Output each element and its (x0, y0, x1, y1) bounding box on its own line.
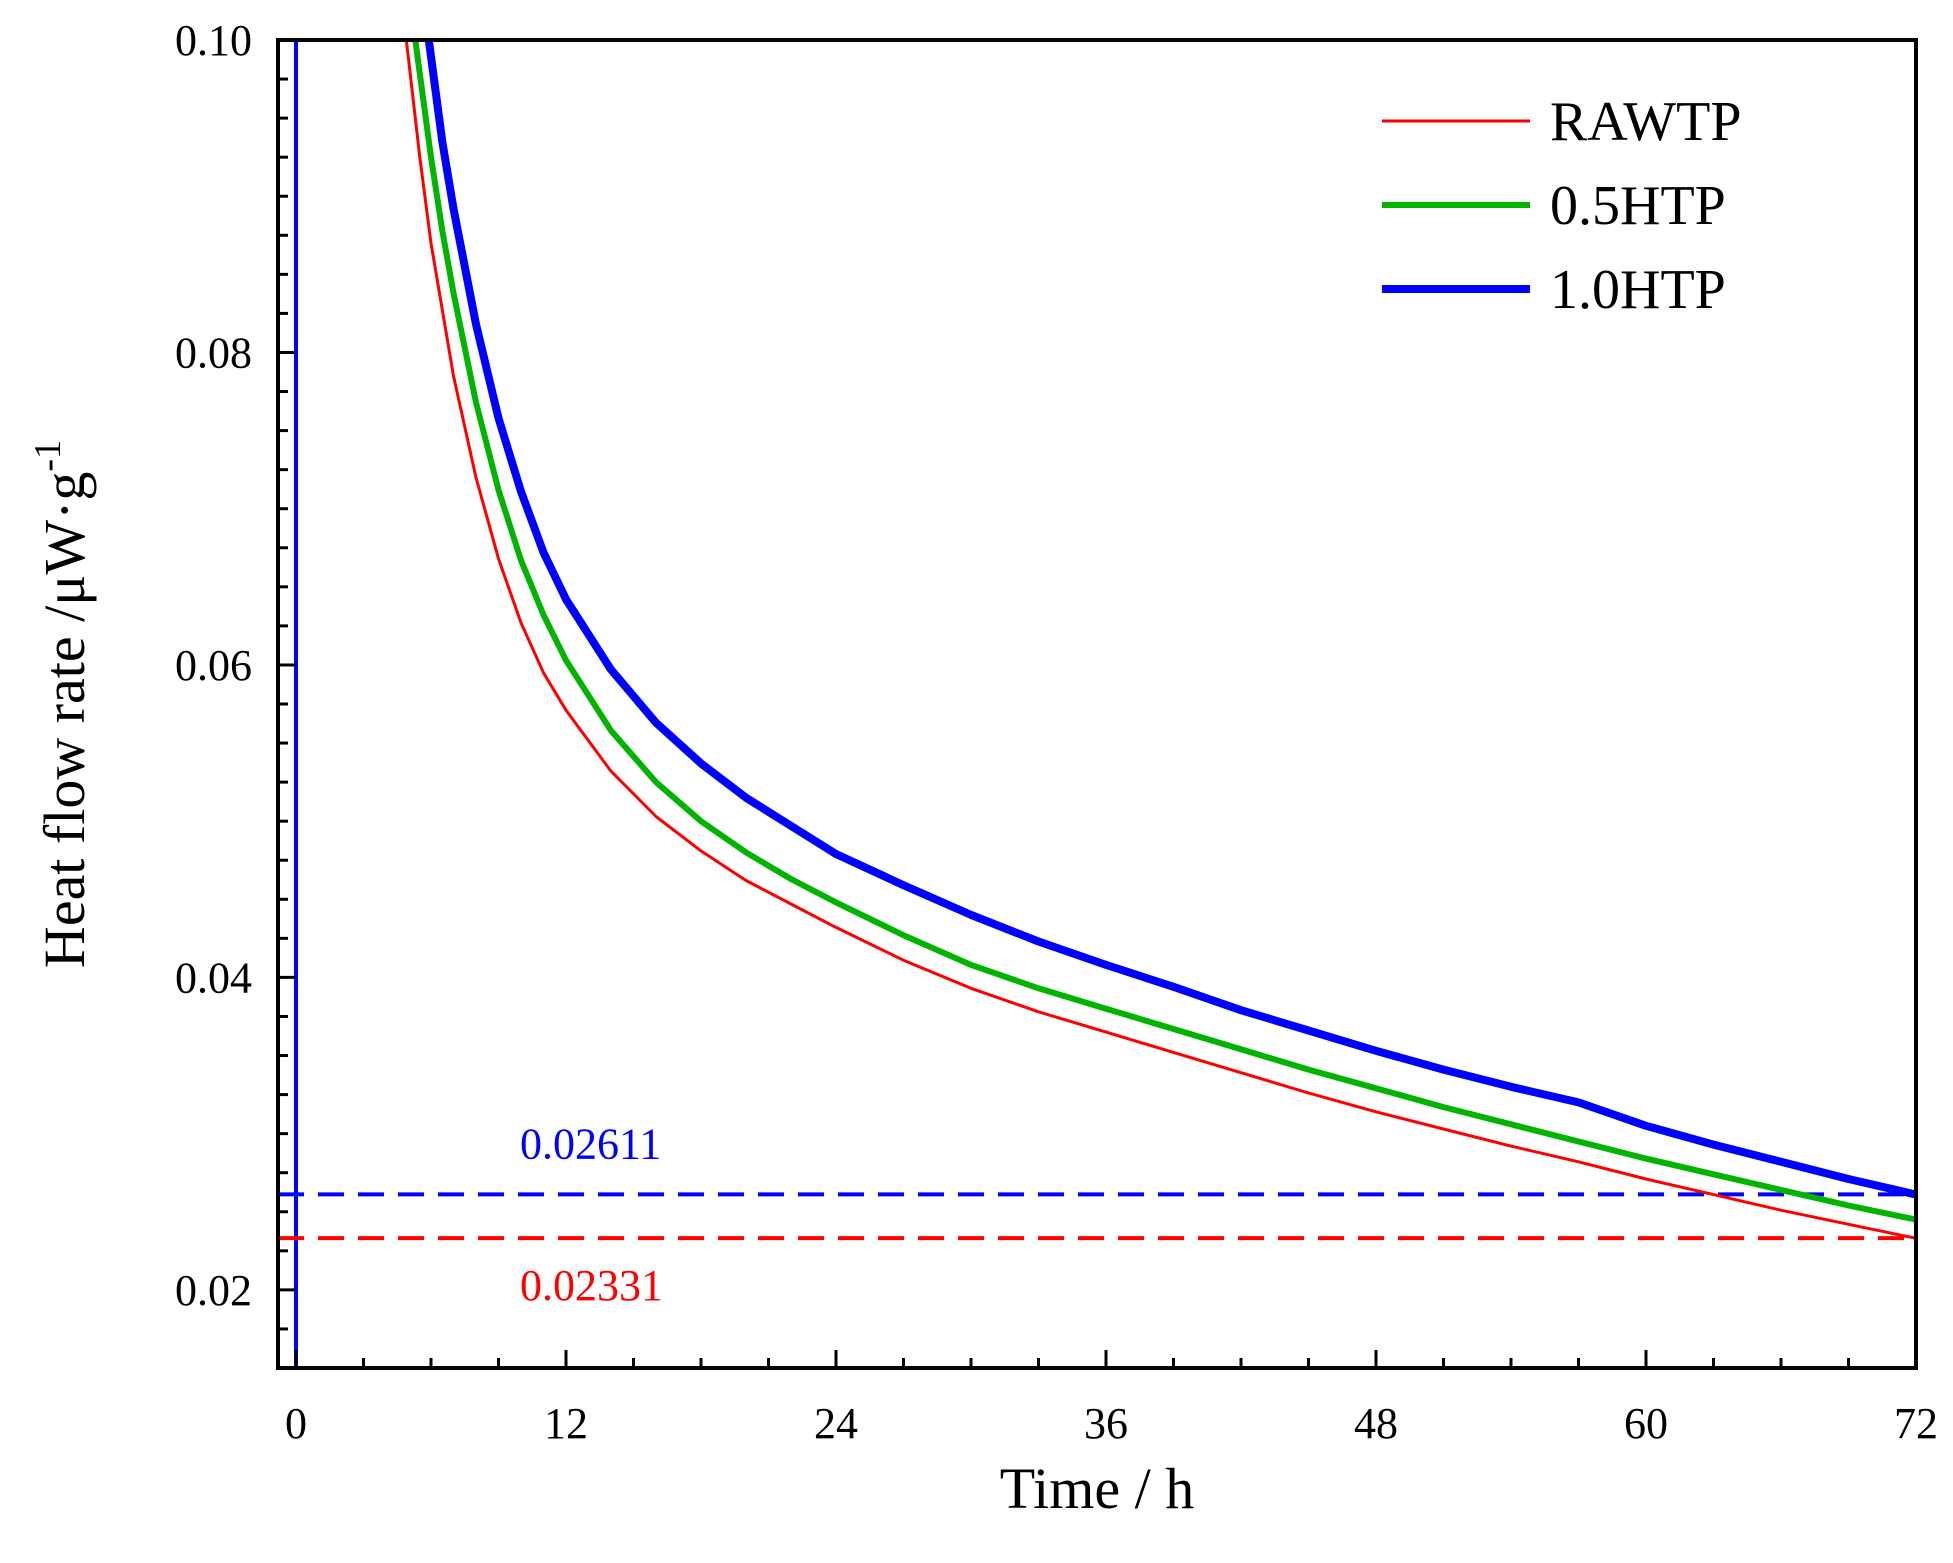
axis-ticks (278, 38, 1918, 1370)
x-axis-title: Time / h (1000, 1456, 1194, 1521)
legend-label-1.0htp: 1.0HTP (1550, 259, 1726, 321)
y-tick-label: 0.02 (175, 1266, 252, 1315)
y-tick-label: 0.10 (175, 16, 252, 65)
x-tick-labels: 0 12 24 36 48 60 72 (285, 1399, 1938, 1448)
legend: RAWTP 0.5HTP 1.0HTP (1382, 91, 1742, 321)
reference-annotations: 0.02611 0.02331 (520, 1119, 663, 1310)
series-lines (404, 40, 1916, 1240)
reference-lines (278, 40, 1916, 1368)
x-tick-label: 0 (285, 1399, 307, 1448)
y-axis-title-main: Heat flow rate /μW·g (32, 472, 97, 968)
series-line-rawtp (404, 40, 1916, 1240)
series-line-0.5htp (412, 40, 1916, 1223)
y-tick-labels: 0.02 0.04 0.06 0.08 0.10 (175, 16, 252, 1315)
y-tick-label: 0.08 (175, 328, 252, 377)
legend-label-0.5htp: 0.5HTP (1550, 175, 1726, 237)
legend-label-rawtp: RAWTP (1550, 91, 1742, 153)
x-tick-label: 36 (1084, 1399, 1128, 1448)
y-axis-title: Heat flow rate /μW·g-1 (27, 440, 97, 968)
y-axis-title-superscript: -1 (27, 440, 69, 472)
y-tick-label: 0.06 (175, 641, 252, 690)
series-line-1.0htp (424, 40, 1916, 1199)
x-tick-label: 24 (814, 1399, 858, 1448)
annotation-0.02611: 0.02611 (520, 1119, 661, 1168)
y-tick-label: 0.04 (175, 953, 252, 1002)
x-tick-label: 48 (1354, 1399, 1398, 1448)
x-tick-label: 60 (1624, 1399, 1668, 1448)
x-tick-label: 72 (1894, 1399, 1938, 1448)
x-tick-label: 12 (544, 1399, 588, 1448)
annotation-0.02331: 0.02331 (520, 1261, 663, 1310)
